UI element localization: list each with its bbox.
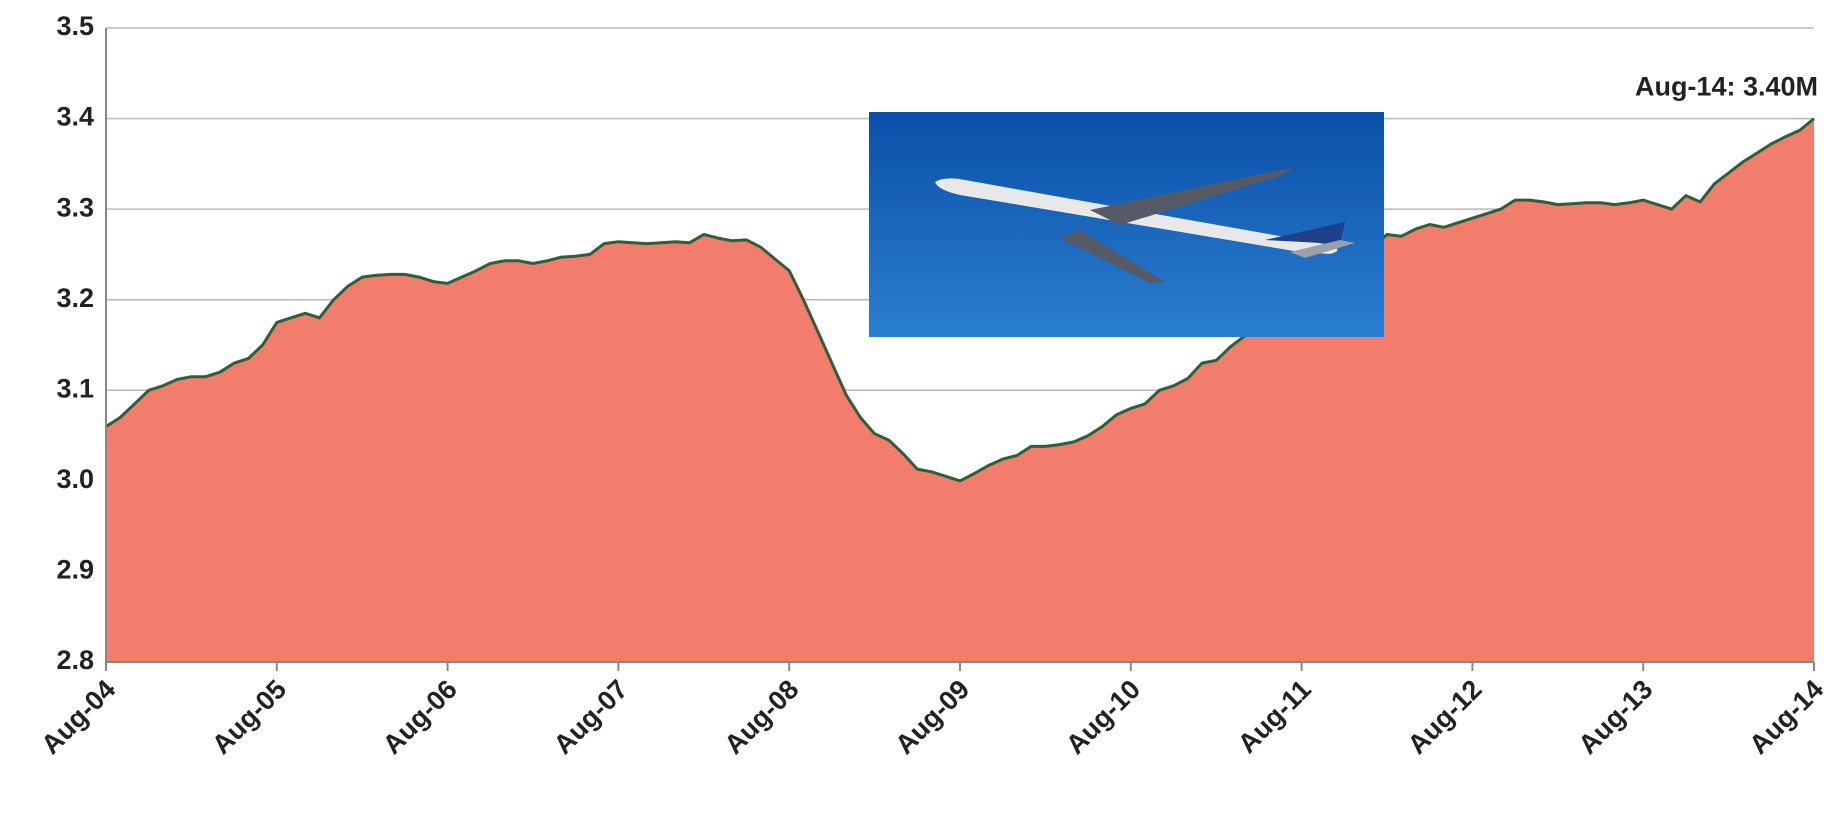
plane-tail <box>1265 222 1345 244</box>
x-tick-label: Aug-11 <box>1232 674 1317 759</box>
y-tick-label: 3.3 <box>56 192 94 222</box>
x-tick-label: Aug-14 <box>1743 674 1824 760</box>
x-tick-label: Aug-09 <box>889 674 975 760</box>
y-tick-label: 3.4 <box>56 102 94 132</box>
x-tick-label: Aug-13 <box>1573 674 1659 760</box>
y-tick-label: 2.8 <box>56 645 94 675</box>
photo-sky <box>869 112 1384 337</box>
plane-wing <box>1060 230 1165 283</box>
y-tick-label: 3.5 <box>56 11 94 41</box>
x-tick-label: Aug-12 <box>1402 674 1488 760</box>
plane-stabilizer <box>1290 240 1355 258</box>
y-tick-label: 3.2 <box>56 283 94 313</box>
x-tick-label: Aug-06 <box>377 674 463 760</box>
x-tick-label: Aug-08 <box>719 674 805 760</box>
y-tick-label: 3.0 <box>56 464 94 494</box>
annotation: Aug-14: 3.40M <box>1635 72 1818 102</box>
plane-wing <box>1090 167 1295 225</box>
y-tick-label: 2.9 <box>56 555 94 585</box>
area-line <box>105 117 1815 483</box>
x-tick-label: Aug-05 <box>206 674 292 760</box>
x-tick-label: Aug-04 <box>35 674 121 760</box>
x-tick-label: Aug-07 <box>548 674 634 760</box>
area <box>106 118 1814 663</box>
y-tick-label: 3.1 <box>56 373 94 403</box>
airplane-photo <box>869 112 1384 337</box>
x-tick-label: Aug-10 <box>1060 674 1146 760</box>
